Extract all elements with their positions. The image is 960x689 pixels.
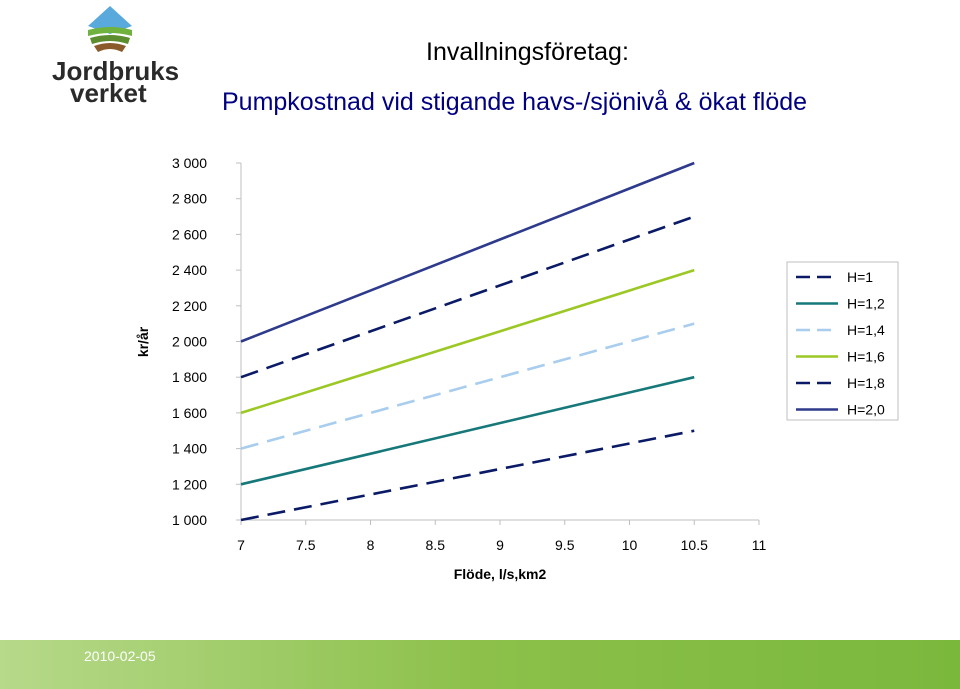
y-tick-label: 1 200 [172,476,207,492]
y-axis-label: kr/år [135,326,151,357]
x-tick-label: 8 [367,537,375,553]
y-tick-label: 2 000 [172,334,207,350]
jordbruksverket-logo: Jordbruks verket [48,4,179,108]
y-tick-label: 2 200 [172,298,207,314]
legend-box [786,261,899,421]
series-line-4 [240,268,695,415]
page-title: Invallningsföretag: [426,38,629,66]
y-tick-label: 2 600 [172,226,207,242]
chart-series [240,161,695,522]
legend-label: H=1,4 [847,322,885,338]
y-tick-label: 2 400 [172,262,207,278]
footer-date: 2010-02-05 [84,648,156,664]
x-tick-label: 9 [496,537,504,553]
x-tick-label: 7.5 [296,537,316,553]
series-line-6 [240,161,695,343]
x-tick-label: 10.5 [681,537,708,553]
legend-label: H=1,6 [847,349,885,365]
y-tick-label: 1 000 [172,512,207,528]
svg-text:Jordbruks: Jordbruks [52,56,178,86]
chart-axes: 1 000 1 200 1 400 1 600 1 800 2 000 2 200 2 400… [172,155,767,553]
svg-text:verket: verket [70,78,147,104]
x-tick-label: 9.5 [555,537,575,553]
x-tick-label: 7 [237,537,245,553]
line-chart: 1 000 1 200 1 400 1 600 1 800 2 000 2 200 2 400… [135,155,899,582]
logo-mark-icon: Jordbruks verket [52,6,179,108]
x-tick-label: 11 [752,537,767,553]
y-tick-label: 2 800 [172,191,207,207]
footer-band [0,640,960,689]
x-tick-label: 10 [622,537,638,553]
legend-label: H=1,8 [847,375,885,391]
y-tick-label: 1 800 [172,369,207,385]
y-tick-label: 3 000 [172,155,207,171]
x-tick-label: 8.5 [426,537,446,553]
page-subtitle: Pumpkostnad vid stigande havs-/sjönivå &… [222,88,808,116]
y-tick-label: 1 600 [172,405,207,421]
legend-label: H=1,2 [847,296,885,312]
chart-legend: H=1 H=1,2 H=1,4 H=1,6 H=1,8 H=2,0 [786,261,899,421]
series-line-2 [240,375,695,486]
y-tick-label: 1 400 [172,441,207,457]
legend-label: H=1 [847,269,873,285]
series-line-5 [240,215,695,379]
series-line-3 [240,322,695,450]
legend-label: H=2,0 [847,402,885,418]
series-line-1 [240,429,695,522]
x-axis-label: Flöde, l/s,km2 [454,566,547,582]
